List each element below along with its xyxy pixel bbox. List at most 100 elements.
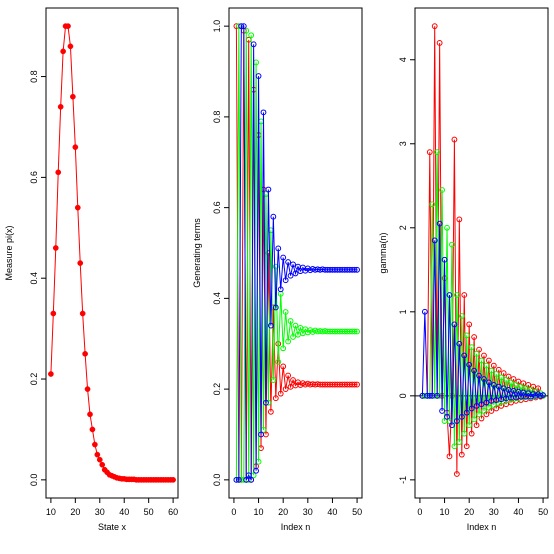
y-axis-label: gamma(n)	[378, 232, 388, 273]
data-point	[451, 136, 458, 143]
data-point	[287, 272, 294, 279]
data-point	[79, 310, 86, 317]
data-point	[245, 472, 252, 479]
data-point	[250, 41, 257, 48]
data-point	[503, 376, 510, 383]
data-point	[351, 381, 358, 388]
data-point	[439, 187, 445, 193]
data-point	[453, 292, 460, 298]
x-tick-label: 20	[70, 507, 80, 517]
data-point	[280, 254, 287, 261]
data-point	[57, 103, 64, 110]
data-point	[270, 377, 277, 383]
data-point	[458, 313, 465, 319]
data-point	[446, 292, 453, 298]
data-point	[52, 245, 59, 251]
data-point	[453, 471, 460, 477]
data-point	[50, 310, 57, 317]
x-tick-label: 0	[231, 507, 236, 517]
series-3	[233, 23, 360, 483]
data-point	[82, 350, 88, 357]
data-point	[351, 266, 358, 273]
data-point	[481, 376, 487, 382]
data-point	[488, 367, 495, 374]
x-tick-label: 40	[513, 507, 523, 517]
data-point	[466, 361, 473, 368]
data-point	[426, 392, 433, 399]
data-point	[67, 43, 74, 50]
data-point	[463, 332, 470, 339]
data-point	[285, 372, 292, 379]
data-point	[473, 350, 480, 357]
data-point	[478, 415, 485, 422]
data-point	[490, 362, 497, 369]
y-tick-label: 0	[398, 393, 408, 398]
x-tick-label: 10	[440, 507, 450, 517]
data-point	[240, 23, 247, 30]
y-axis-label: Measure pi(x)	[4, 225, 14, 280]
data-point	[267, 408, 274, 415]
data-point	[449, 422, 455, 429]
data-point	[500, 370, 507, 377]
data-point	[456, 439, 463, 445]
series-3	[419, 220, 546, 429]
data-point	[485, 404, 492, 411]
x-tick-label: 60	[168, 507, 178, 517]
plot-frame	[228, 7, 363, 499]
y-tick-label: 0.8	[29, 70, 39, 83]
y-tick-label: 0.2	[212, 383, 222, 396]
data-point	[461, 430, 468, 437]
data-point	[441, 256, 448, 263]
y-tick-label: 0.4	[212, 292, 222, 305]
x-tick-label: 30	[95, 507, 105, 517]
data-point	[421, 308, 428, 315]
data-point	[483, 362, 490, 369]
data-point	[485, 379, 492, 386]
data-point	[522, 385, 529, 392]
data-point	[481, 352, 487, 359]
data-point	[74, 204, 81, 211]
x-tick-label: 30	[303, 507, 313, 517]
data-point	[498, 374, 505, 381]
data-point	[500, 385, 507, 392]
data-point	[518, 383, 524, 390]
data-point	[461, 292, 468, 298]
data-point	[89, 426, 96, 433]
data-point	[260, 109, 267, 116]
data-point	[468, 430, 475, 437]
data-point	[495, 383, 502, 390]
data-point	[493, 371, 500, 377]
data-point	[292, 322, 299, 329]
data-point	[444, 413, 450, 420]
y-tick-label: 1	[398, 309, 408, 314]
data-point	[476, 372, 482, 379]
data-point	[436, 40, 443, 46]
data-point	[481, 408, 487, 414]
data-point	[253, 467, 259, 474]
data-point	[285, 259, 292, 265]
data-point	[456, 216, 463, 223]
data-point	[468, 405, 475, 412]
data-point	[280, 345, 287, 352]
data-point	[96, 456, 103, 463]
data-point	[451, 443, 458, 450]
x-tick-label: 0	[417, 507, 422, 517]
data-point	[483, 399, 490, 406]
data-point	[446, 453, 453, 460]
data-point	[434, 392, 441, 399]
data-point	[282, 386, 289, 393]
data-point	[490, 402, 497, 408]
data-point	[272, 395, 279, 402]
x-tick-label: 10	[254, 507, 264, 517]
data-point	[48, 371, 54, 377]
data-point	[540, 392, 546, 398]
data-point	[478, 401, 485, 408]
data-point	[270, 213, 277, 220]
data-point	[453, 418, 460, 424]
data-point	[287, 318, 294, 324]
data-point	[235, 476, 242, 483]
data-point	[354, 328, 360, 335]
data-point	[275, 245, 282, 252]
x-tick-label: 40	[119, 507, 129, 517]
